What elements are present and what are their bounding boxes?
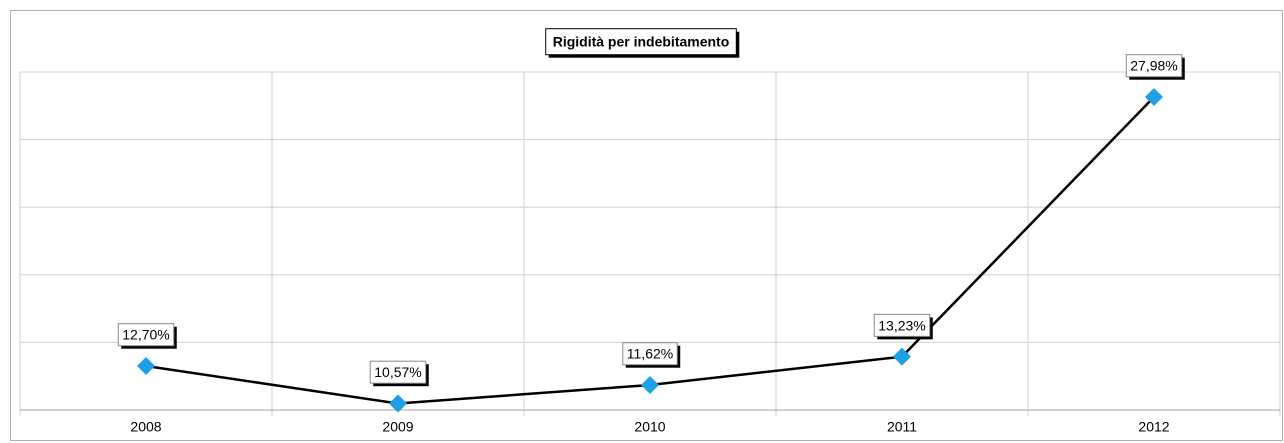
data-label: 10,57% (374, 364, 421, 380)
data-label-box: 10,57% (369, 360, 429, 387)
x-tick-label: 2011 (887, 419, 917, 435)
data-label-box: 12,70% (117, 323, 177, 349)
data-label-frame (1125, 54, 1183, 78)
title-box: Rigidità per indebitamento (545, 28, 740, 58)
chart-title: Rigidità per indebitamento (553, 34, 730, 50)
data-label-frame (117, 323, 175, 347)
data-label: 12,70% (122, 327, 169, 343)
data-label-box: 27,98% (1125, 54, 1185, 80)
data-label-frame (369, 360, 427, 384)
data-label: 13,23% (878, 317, 925, 333)
data-label: 27,98% (1130, 58, 1177, 74)
data-label-frame (873, 313, 931, 337)
data-label-frame (622, 342, 678, 366)
title-frame (545, 28, 737, 56)
chart-frame (10, 10, 1283, 441)
marker (137, 356, 155, 375)
x-tick-label: 2009 (382, 419, 413, 435)
data-label-box: 13,23% (873, 313, 933, 340)
x-tick-label: 2008 (130, 419, 161, 435)
x-tick-label: 2012 (1138, 419, 1169, 435)
data-label: 11,62% (627, 346, 673, 362)
marker (893, 347, 911, 366)
x-tick-label: 2010 (634, 419, 665, 435)
marker (389, 394, 407, 413)
data-label-box: 11,62% (622, 342, 681, 368)
marker (641, 376, 659, 395)
marker (1145, 87, 1163, 106)
